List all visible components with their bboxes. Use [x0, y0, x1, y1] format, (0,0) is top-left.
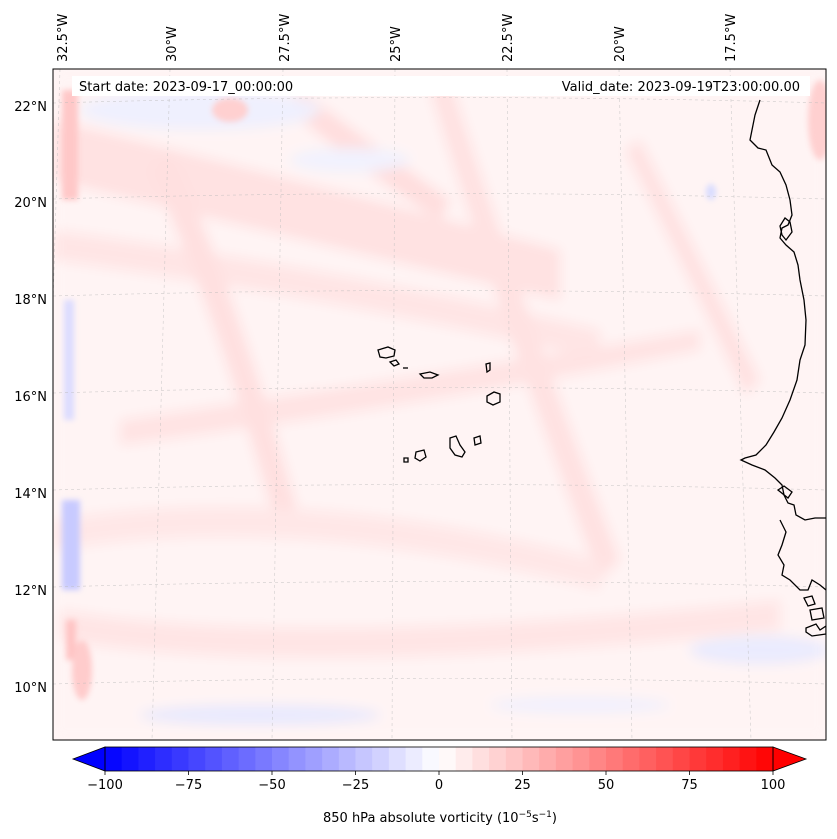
- gridlines: [53, 69, 826, 740]
- colorbar-swatch: [756, 747, 774, 771]
- colorbar-tick-label: −75: [175, 778, 202, 793]
- colorbar-swatch: [639, 747, 657, 771]
- lon-label: 22.5°W: [501, 14, 516, 62]
- colorbar-swatch: [722, 747, 741, 771]
- island-sao-nicolau: [418, 371, 440, 379]
- colorbar-swatch: [405, 747, 423, 771]
- latitude-labels: 22°N 20°N 18°N 16°N 14°N 12°N 10°N: [14, 100, 47, 696]
- lat-label: 12°N: [14, 584, 47, 599]
- colorbar-swatch: [656, 747, 674, 771]
- colorbar-swatch: [472, 747, 490, 771]
- colorbar-swatch: [388, 747, 407, 771]
- map-panel: Start date: 2023-09-17_00:00:00 Valid_da…: [52, 68, 827, 741]
- colorbar-tick-label: −100: [87, 778, 123, 793]
- lat-label: 20°N: [14, 196, 47, 211]
- date-header-box: [72, 76, 810, 96]
- colorbar-swatch: [489, 747, 507, 771]
- colorbar-tick-label: 0: [435, 778, 443, 793]
- colorbar-swatch: [439, 747, 457, 771]
- lon-label: 32.5°W: [56, 14, 71, 62]
- colorbar-swatch: [221, 747, 240, 771]
- colorbar-swatch: [555, 747, 574, 771]
- lat-label: 10°N: [14, 681, 47, 696]
- colorbar-swatch: [589, 747, 607, 771]
- colorbar-swatch: [272, 747, 290, 771]
- island-sal: [485, 362, 491, 374]
- colorbar-tick-label: −50: [258, 778, 285, 793]
- island-santiago: [449, 435, 466, 458]
- africa-coastline: [739, 99, 826, 521]
- colorbar-swatch: [372, 747, 390, 771]
- island-sao-vicente: [388, 359, 401, 367]
- colorbar-swatches: [105, 747, 774, 771]
- island-santo-antao: [377, 346, 396, 359]
- colorbar-swatch: [355, 747, 373, 771]
- colorbar-swatch: [422, 747, 440, 771]
- colorbar: −100 −75 −50 −25 0 25 50 75 100 850 hPa absolute…: [71, 746, 808, 826]
- island-brava: [403, 457, 409, 463]
- colorbar-tick-label: 100: [761, 778, 786, 793]
- colorbar-swatch: [255, 747, 273, 771]
- colorbar-tick-label: 50: [598, 778, 615, 793]
- island-fogo: [414, 449, 427, 462]
- colorbar-label: 850 hPa absolute vorticity (10−5s−1): [323, 810, 557, 826]
- start-date-label: Start date: 2023-09-17_00:00:00: [79, 80, 293, 95]
- colorbar-extend-max: [772, 746, 808, 772]
- colorbar-swatch: [305, 747, 323, 771]
- colorbar-swatch: [338, 747, 356, 771]
- cape-verde-islands: [377, 346, 501, 463]
- colorbar-swatch: [672, 747, 690, 771]
- colorbar-swatch: [622, 747, 640, 771]
- colorbar-swatch: [238, 747, 256, 771]
- colorbar-swatch: [539, 747, 557, 771]
- colorbar-swatch: [522, 747, 540, 771]
- colorbar-swatch: [706, 747, 724, 771]
- colorbar-swatch: [188, 747, 206, 771]
- colorbar-swatch: [105, 747, 123, 771]
- coastlines: [739, 99, 826, 637]
- lat-label: 22°N: [14, 100, 47, 115]
- colorbar-ticks: −100 −75 −50 −25 0 25 50 75 100: [87, 771, 785, 793]
- colorbar-swatch: [205, 747, 223, 771]
- colorbar-swatch: [171, 747, 189, 771]
- longitude-labels: 32.5°W 30°W 27.5°W 25°W 22.5°W 20°W 17.5…: [56, 14, 739, 62]
- colorbar-swatch: [155, 747, 173, 771]
- colorbar-swatch: [455, 747, 473, 771]
- lat-label: 14°N: [14, 487, 47, 502]
- lon-label: 17.5°W: [724, 14, 739, 62]
- colorbar-swatch: [322, 747, 340, 771]
- island-maio: [473, 435, 482, 446]
- colorbar-swatch: [572, 747, 590, 771]
- colorbar-swatch: [689, 747, 707, 771]
- colorbar-tick-label: 75: [681, 778, 698, 793]
- colorbar-swatch: [288, 747, 306, 771]
- lon-label: 20°W: [613, 26, 628, 62]
- lon-label: 30°W: [165, 26, 180, 62]
- colorbar-swatch: [606, 747, 624, 771]
- colorbar-extend-min: [71, 746, 106, 772]
- lon-label: 27.5°W: [278, 14, 293, 62]
- lon-label: 25°W: [389, 26, 404, 62]
- vorticity-field: [53, 69, 826, 740]
- map-frame: [52, 68, 827, 741]
- colorbar-swatch: [138, 747, 156, 771]
- island-boa-vista: [486, 391, 501, 406]
- colorbar-tick-label: −25: [342, 778, 369, 793]
- colorbar-tick-label: 25: [514, 778, 531, 793]
- valid-date-label: Valid_date: 2023-09-19T23:00:00.00: [562, 80, 800, 95]
- colorbar-swatch: [121, 747, 139, 771]
- lat-label: 16°N: [14, 390, 47, 405]
- colorbar-swatch: [505, 747, 523, 771]
- colorbar-swatch: [739, 747, 757, 771]
- lat-label: 18°N: [14, 293, 47, 308]
